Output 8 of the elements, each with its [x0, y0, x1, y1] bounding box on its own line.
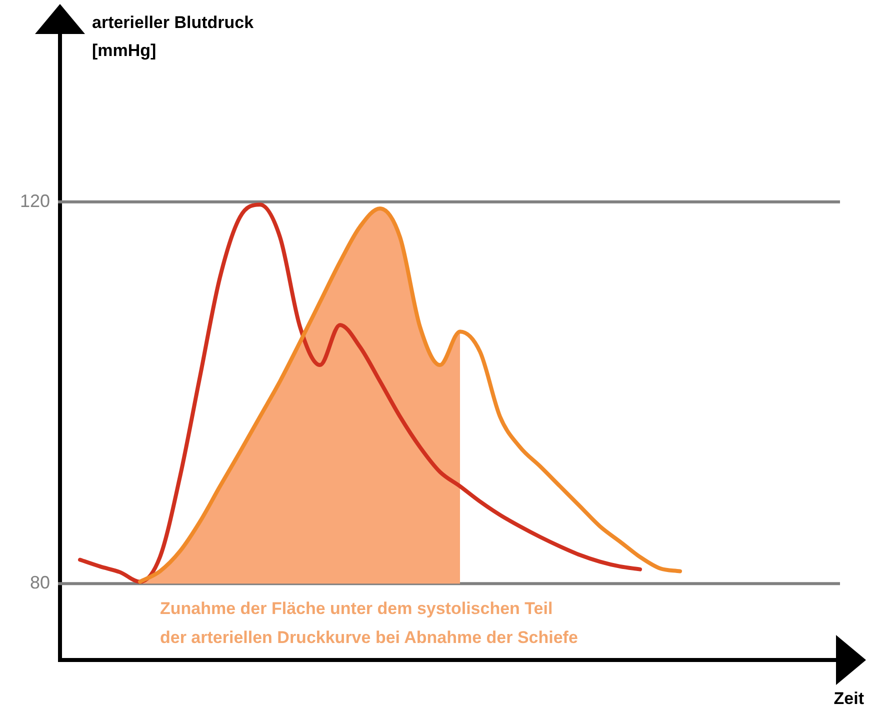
annotation: der arteriellen Druckkurve bei Abnahme der Schiefe — [160, 628, 578, 647]
y-tick-label: 120 — [20, 190, 50, 211]
x-axis-title: Zeit — [834, 689, 864, 708]
y-axis-title: arterieller Blutdruck [mmHg] — [92, 13, 254, 60]
y-tick-label: 80 — [30, 572, 50, 593]
line-series — [138, 206, 682, 584]
line-series — [78, 202, 642, 584]
annotation: Zunahme der Fläche unter dem systolischen Teil — [160, 599, 553, 618]
